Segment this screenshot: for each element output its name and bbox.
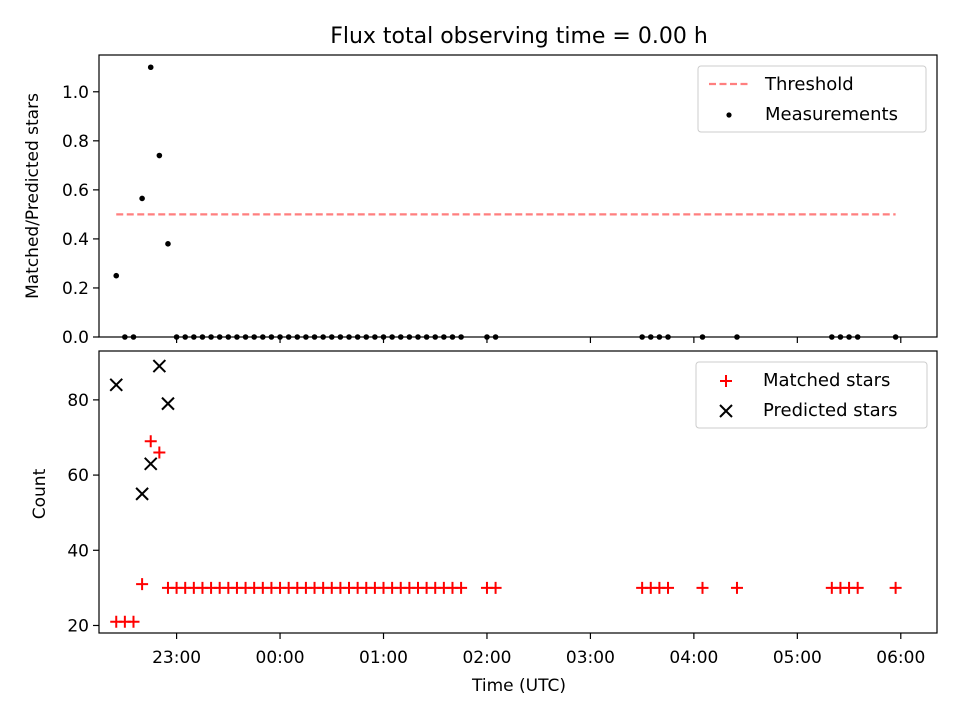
top-x-axis (175, 337, 902, 343)
matched-star-marker (696, 581, 709, 594)
predicted-stars-legend-handle (719, 404, 733, 418)
top-y-tick-label: 1.0 (62, 83, 89, 103)
top-legend: Threshold Measurements (697, 65, 927, 133)
matched-star-marker (889, 581, 902, 594)
bottom-panel: 20 40 60 80 23:00 00:00 01:00 02:00 03:00 04:00 0… (30, 350, 938, 696)
predicted-star-marker (109, 378, 123, 392)
bottom-plot-area (109, 359, 902, 628)
figure-title: Flux total observing time = 0.00 h (330, 24, 708, 49)
top-y-tick-label: 0.6 (62, 181, 89, 201)
matched-star-marker (851, 581, 864, 594)
measurement-point (165, 241, 171, 247)
measurement-point (113, 272, 120, 279)
predicted-star-marker (135, 487, 149, 501)
predicted-stars-legend-label: Predicted stars (763, 400, 897, 421)
bottom-y-tick-label: 40 (67, 541, 89, 561)
bottom-x-tick-label: 06:00 (876, 648, 925, 668)
measurements-legend-handle (726, 112, 732, 118)
predicted-star-marker (152, 359, 167, 373)
bottom-y-tick-label: 80 (67, 391, 89, 411)
top-legend-box (697, 65, 927, 133)
bottom-x-axis: 23:00 00:00 01:00 02:00 03:00 04:00 05:00 06:00 (152, 633, 925, 668)
bottom-x-tick-label: 04:00 (669, 648, 718, 668)
top-axes-frame (98, 54, 938, 338)
matched-stars-legend-label: Matched stars (763, 370, 890, 391)
matched-star-marker (489, 581, 502, 594)
bottom-y-axis: 20 40 60 80 (67, 391, 99, 636)
matched-star-marker (730, 581, 743, 594)
matched-star-marker (662, 581, 675, 594)
matched-star-marker (136, 578, 149, 591)
bottom-y-tick-label: 20 (67, 616, 89, 636)
measurement-point (139, 195, 145, 202)
top-y-tick-label: 0.8 (62, 132, 89, 152)
bottom-axes-frame (98, 350, 938, 634)
predicted-star-marker (161, 396, 175, 411)
bottom-legend: Matched stars Predicted stars (695, 361, 928, 429)
bottom-x-axis-label: Time (UTC) (471, 676, 566, 696)
top-y-axis-label: Matched/Predicted stars (23, 93, 43, 299)
matched-star-marker (144, 435, 157, 448)
threshold-legend-label: Threshold (764, 74, 854, 95)
matched-stars-legend-handle (720, 375, 732, 387)
matched-star-marker (127, 615, 140, 628)
bottom-y-axis-label: Count (30, 468, 50, 519)
bottom-y-tick-label: 60 (67, 466, 89, 486)
top-y-tick-label: 0.2 (62, 279, 89, 299)
top-panel: 0.0 0.2 0.4 0.6 0.8 1.0 Matched/Predicted sta… (23, 54, 938, 348)
matched-star-marker (455, 581, 468, 594)
matched-star-marker (153, 446, 166, 459)
top-y-tick-label: 0.4 (62, 230, 89, 250)
measurement-point (156, 152, 163, 159)
bottom-legend-box (695, 361, 928, 429)
bottom-x-tick-label: 00:00 (256, 648, 305, 668)
bottom-x-tick-label: 02:00 (462, 648, 511, 668)
bottom-x-tick-label: 05:00 (773, 648, 822, 668)
bottom-x-tick-label: 23:00 (152, 648, 201, 668)
bottom-x-tick-label: 01:00 (359, 648, 408, 668)
top-y-tick-label: 0.0 (62, 328, 89, 348)
top-y-axis: 0.0 0.2 0.4 0.6 0.8 1.0 (62, 83, 99, 348)
measurements-legend-label: Measurements (765, 104, 898, 125)
measurement-point (147, 64, 154, 71)
predicted-star-marker (144, 457, 158, 471)
bottom-x-tick-label: 03:00 (566, 648, 615, 668)
